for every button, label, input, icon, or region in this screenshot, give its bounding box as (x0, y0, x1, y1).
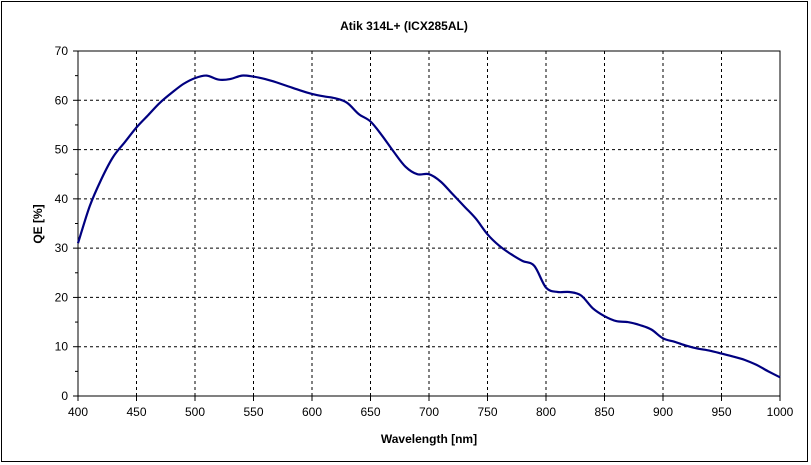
x-tick-label: 500 (185, 405, 205, 419)
y-tick-label: 20 (55, 290, 69, 304)
y-tick-label: 30 (55, 241, 69, 255)
x-tick-label: 800 (536, 405, 556, 419)
x-tick-label: 650 (360, 405, 380, 419)
x-tick-label: 1000 (767, 405, 794, 419)
grid-layer (78, 51, 780, 396)
y-tick-label: 70 (55, 44, 69, 58)
y-tick-label: 10 (55, 340, 69, 354)
x-tick-label: 600 (302, 405, 322, 419)
y-tick-label: 40 (55, 192, 69, 206)
tick-layer: 400 450 500 550 600 650 700 750 800 850 900 950 1000… (55, 44, 794, 419)
series-layer (76, 74, 781, 379)
x-tick-label: 700 (419, 405, 439, 419)
y-tick-label: 50 (55, 143, 69, 157)
chart-title: Atik 314L+ (ICX285AL) (340, 19, 468, 33)
y-axis-label: QE [%] (31, 204, 45, 243)
x-axis-label: Wavelength [nm] (381, 432, 477, 446)
x-tick-label: 850 (594, 405, 614, 419)
x-tick-label: 450 (126, 405, 146, 419)
y-tick-label: 0 (61, 389, 68, 403)
y-tick-label: 60 (55, 93, 69, 107)
x-tick-label: 550 (243, 405, 263, 419)
x-tick-label: 750 (477, 405, 497, 419)
qe-series-line (76, 74, 781, 379)
x-tick-label: 900 (653, 405, 673, 419)
plot-area (77, 50, 781, 397)
x-tick-label: 400 (68, 405, 88, 419)
x-tick-label: 950 (711, 405, 731, 419)
